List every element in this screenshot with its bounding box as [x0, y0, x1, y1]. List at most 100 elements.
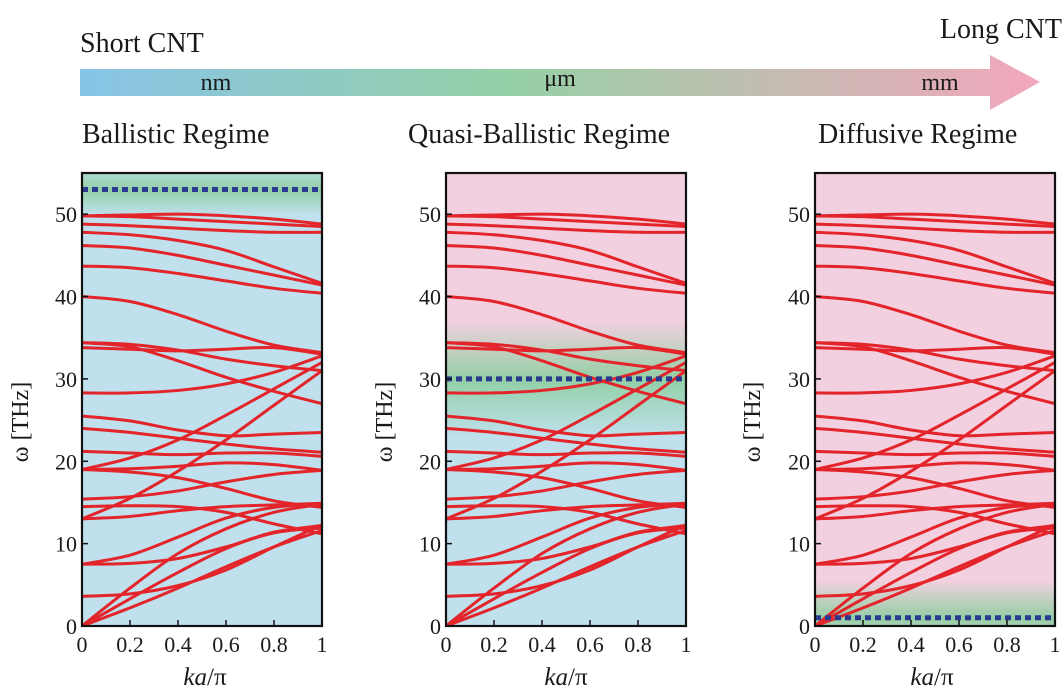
dispersion-branch-23	[446, 230, 686, 285]
dispersion-branch-5	[446, 502, 686, 566]
dispersion-branch-21	[815, 264, 1055, 295]
dispersion-branch-23	[82, 230, 322, 285]
dispersion-branch-7	[82, 504, 322, 536]
dispersion-branch-4	[446, 524, 686, 566]
dispersion-branch-13	[82, 414, 322, 438]
dispersion-branch-14	[446, 360, 686, 472]
dispersion-branch-9	[815, 461, 1055, 472]
dispersion-branch-20	[815, 295, 1055, 355]
y-tick-label: 30	[55, 367, 77, 392]
dispersion-branch-12	[82, 426, 322, 454]
x-tick-label: 0.2	[480, 632, 508, 657]
dispersion-branch-8	[815, 468, 1055, 501]
y-axis-label: ω [THz]	[740, 382, 766, 462]
dispersion-branch-8	[82, 468, 322, 501]
x-tick-label: 0.2	[849, 632, 877, 657]
dispersion-branch-4	[82, 524, 322, 566]
dispersion-branch-17	[82, 341, 322, 373]
y-tick-label: 0	[430, 614, 441, 639]
x-tick-label: 1	[317, 632, 328, 657]
dispersion-branch-9	[82, 461, 322, 472]
y-tick-label: 20	[788, 449, 810, 474]
short-cnt-label: Short CNT	[80, 28, 204, 59]
dispersion-branch-11	[446, 449, 686, 458]
x-tick-label: 0.4	[528, 632, 556, 657]
x-axis-label: ka/π	[183, 664, 227, 691]
dispersion-branch-12	[446, 426, 686, 454]
dispersion-branch-16	[446, 354, 686, 395]
dispersion-branch-15	[815, 369, 1055, 521]
dispersion-branch-3	[815, 523, 1055, 598]
dispersion-branch-21	[82, 264, 322, 295]
x-tick-label: 0.8	[260, 632, 288, 657]
plot-frame	[813, 171, 1057, 628]
y-tick-label: 40	[788, 285, 810, 310]
dispersion-branch-2	[815, 502, 1055, 626]
x-tick-label: 0.4	[164, 632, 192, 657]
panel-title: Quasi-Ballistic Regime	[408, 119, 670, 150]
y-tick-label: 10	[419, 532, 441, 557]
dispersion-branch-26	[446, 212, 686, 226]
x-axis-label-italic: ka	[910, 664, 934, 691]
dispersion-branch-19	[815, 345, 1055, 356]
dispersion-branch-15	[82, 369, 322, 521]
dispersion-branch-4	[815, 524, 1055, 566]
dispersion-branch-11	[815, 449, 1055, 458]
dispersion-branch-14	[82, 360, 322, 472]
dispersion-branch-26	[82, 212, 322, 226]
dispersion-branch-10	[82, 468, 322, 509]
y-axis-label: ω [THz]	[372, 382, 398, 462]
dispersion-branch-20	[446, 295, 686, 355]
dispersion-branch-12	[815, 426, 1055, 454]
dispersion-branch-22	[815, 243, 1055, 287]
x-tick-label: 1	[681, 632, 692, 657]
y-tick-label: 10	[55, 532, 77, 557]
y-axis-label: ω [THz]	[8, 382, 34, 462]
x-axis-label-rest: /π	[934, 664, 954, 691]
long-cnt-label: Long CNT	[940, 14, 1062, 45]
dispersion-branch-16	[815, 354, 1055, 395]
x-tick-label: 0.4	[897, 632, 925, 657]
panel-quasi-ballistic: Quasi-Ballistic Regime 0 0.2 0.4 0.6 0.8 1010…	[372, 119, 692, 691]
dispersion-branch-24	[815, 222, 1055, 234]
dispersion-branch-20	[82, 295, 322, 355]
transition-band	[82, 173, 322, 215]
dispersion-branch-11	[82, 449, 322, 458]
scale-label-mm: mm	[921, 70, 959, 96]
y-tick-label: 30	[788, 367, 810, 392]
x-tick-label: 0.6	[945, 632, 973, 657]
y-tick-label: 0	[799, 614, 810, 639]
dispersion-branch-19	[446, 345, 686, 356]
panel-ballistic: Ballistic Regime 0 0.2 0.4 0.6 0.8 1010203040…	[8, 119, 328, 691]
dispersion-branch-22	[82, 243, 322, 287]
y-tick-label: 40	[55, 285, 77, 310]
panel-title: Diffusive Regime	[818, 119, 1017, 150]
x-tick-label: 0.6	[576, 632, 604, 657]
x-axis-label: ka/π	[910, 664, 954, 691]
x-tick-label: 0.2	[116, 632, 144, 657]
y-tick-label: 40	[419, 285, 441, 310]
dispersion-branch-8	[446, 468, 686, 501]
x-tick-label: 0	[77, 632, 88, 657]
dispersion-branch-7	[815, 504, 1055, 536]
dispersion-branch-3	[446, 523, 686, 598]
dispersion-branch-7	[446, 504, 686, 536]
dispersion-branch-2	[82, 502, 322, 626]
plot-frame	[444, 171, 688, 628]
dispersion-branch-3	[82, 523, 322, 598]
x-tick-label: 0.6	[212, 632, 240, 657]
x-tick-label: 0.8	[624, 632, 652, 657]
plot-frame	[80, 171, 324, 628]
dispersion-branch-17	[815, 341, 1055, 373]
x-tick-label: 0.8	[993, 632, 1021, 657]
dispersion-branch-17	[446, 341, 686, 373]
x-tick-label: 0	[810, 632, 821, 657]
y-tick-label: 50	[55, 202, 77, 227]
dispersion-branch-16	[82, 354, 322, 395]
dispersion-branch-10	[446, 468, 686, 509]
x-axis-label-rest: /π	[207, 664, 227, 691]
scale-label-um: μm	[544, 66, 576, 92]
